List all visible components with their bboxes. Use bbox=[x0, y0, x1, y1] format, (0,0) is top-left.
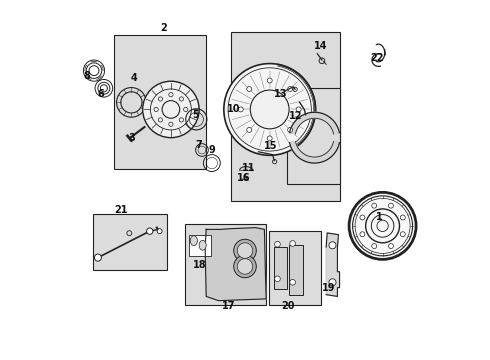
Ellipse shape bbox=[199, 240, 206, 250]
Polygon shape bbox=[326, 233, 340, 296]
Text: 4: 4 bbox=[130, 73, 137, 83]
Text: 18: 18 bbox=[194, 260, 207, 270]
Text: 5: 5 bbox=[192, 110, 199, 120]
Circle shape bbox=[389, 244, 393, 248]
Circle shape bbox=[288, 86, 293, 91]
Text: 9: 9 bbox=[208, 145, 215, 155]
Text: 7: 7 bbox=[196, 140, 202, 150]
Text: 6: 6 bbox=[98, 89, 104, 99]
Bar bbox=[189, 235, 212, 256]
Text: 15: 15 bbox=[264, 141, 277, 152]
Circle shape bbox=[238, 107, 243, 112]
Circle shape bbox=[274, 242, 280, 247]
Bar bbox=[185, 224, 266, 305]
Text: 13: 13 bbox=[273, 89, 287, 99]
Circle shape bbox=[329, 279, 336, 286]
Circle shape bbox=[288, 127, 293, 132]
Circle shape bbox=[400, 215, 405, 220]
Bar bbox=[274, 247, 287, 289]
Circle shape bbox=[147, 228, 153, 234]
Bar bbox=[115, 35, 206, 170]
Text: 16: 16 bbox=[237, 173, 250, 183]
Polygon shape bbox=[290, 112, 340, 134]
Circle shape bbox=[267, 136, 272, 141]
Circle shape bbox=[290, 279, 295, 285]
Text: 3: 3 bbox=[128, 133, 135, 143]
Text: 19: 19 bbox=[322, 283, 335, 293]
Ellipse shape bbox=[190, 236, 197, 246]
Circle shape bbox=[237, 243, 253, 258]
Polygon shape bbox=[290, 141, 340, 163]
Circle shape bbox=[360, 215, 365, 220]
Bar bbox=[93, 213, 168, 270]
Circle shape bbox=[143, 81, 199, 138]
Text: 17: 17 bbox=[221, 301, 235, 311]
Circle shape bbox=[296, 107, 301, 112]
Bar bbox=[289, 245, 302, 294]
Text: 12: 12 bbox=[290, 112, 303, 121]
Circle shape bbox=[95, 254, 101, 261]
Bar bbox=[287, 88, 340, 184]
Text: 11: 11 bbox=[242, 163, 255, 173]
Circle shape bbox=[234, 255, 256, 278]
Text: 1: 1 bbox=[376, 212, 382, 222]
Text: 22: 22 bbox=[370, 53, 383, 63]
Circle shape bbox=[247, 86, 252, 91]
Circle shape bbox=[360, 232, 365, 237]
Circle shape bbox=[290, 241, 295, 246]
Text: 21: 21 bbox=[114, 205, 127, 215]
Circle shape bbox=[237, 259, 253, 274]
Circle shape bbox=[250, 90, 289, 129]
Circle shape bbox=[234, 239, 256, 262]
Circle shape bbox=[247, 127, 252, 132]
Circle shape bbox=[267, 78, 272, 83]
Text: 2: 2 bbox=[160, 23, 167, 33]
Circle shape bbox=[372, 244, 377, 248]
Text: 8: 8 bbox=[84, 71, 91, 81]
Text: 10: 10 bbox=[227, 104, 241, 114]
Circle shape bbox=[157, 229, 162, 234]
Circle shape bbox=[400, 232, 405, 237]
Polygon shape bbox=[205, 228, 266, 301]
Bar bbox=[269, 231, 321, 305]
Bar bbox=[231, 32, 340, 201]
Circle shape bbox=[224, 64, 316, 155]
Text: 14: 14 bbox=[314, 41, 328, 51]
Text: 20: 20 bbox=[281, 301, 294, 311]
Circle shape bbox=[389, 203, 393, 208]
Circle shape bbox=[329, 242, 336, 249]
Circle shape bbox=[274, 276, 280, 282]
Circle shape bbox=[349, 192, 416, 259]
Circle shape bbox=[372, 203, 377, 208]
